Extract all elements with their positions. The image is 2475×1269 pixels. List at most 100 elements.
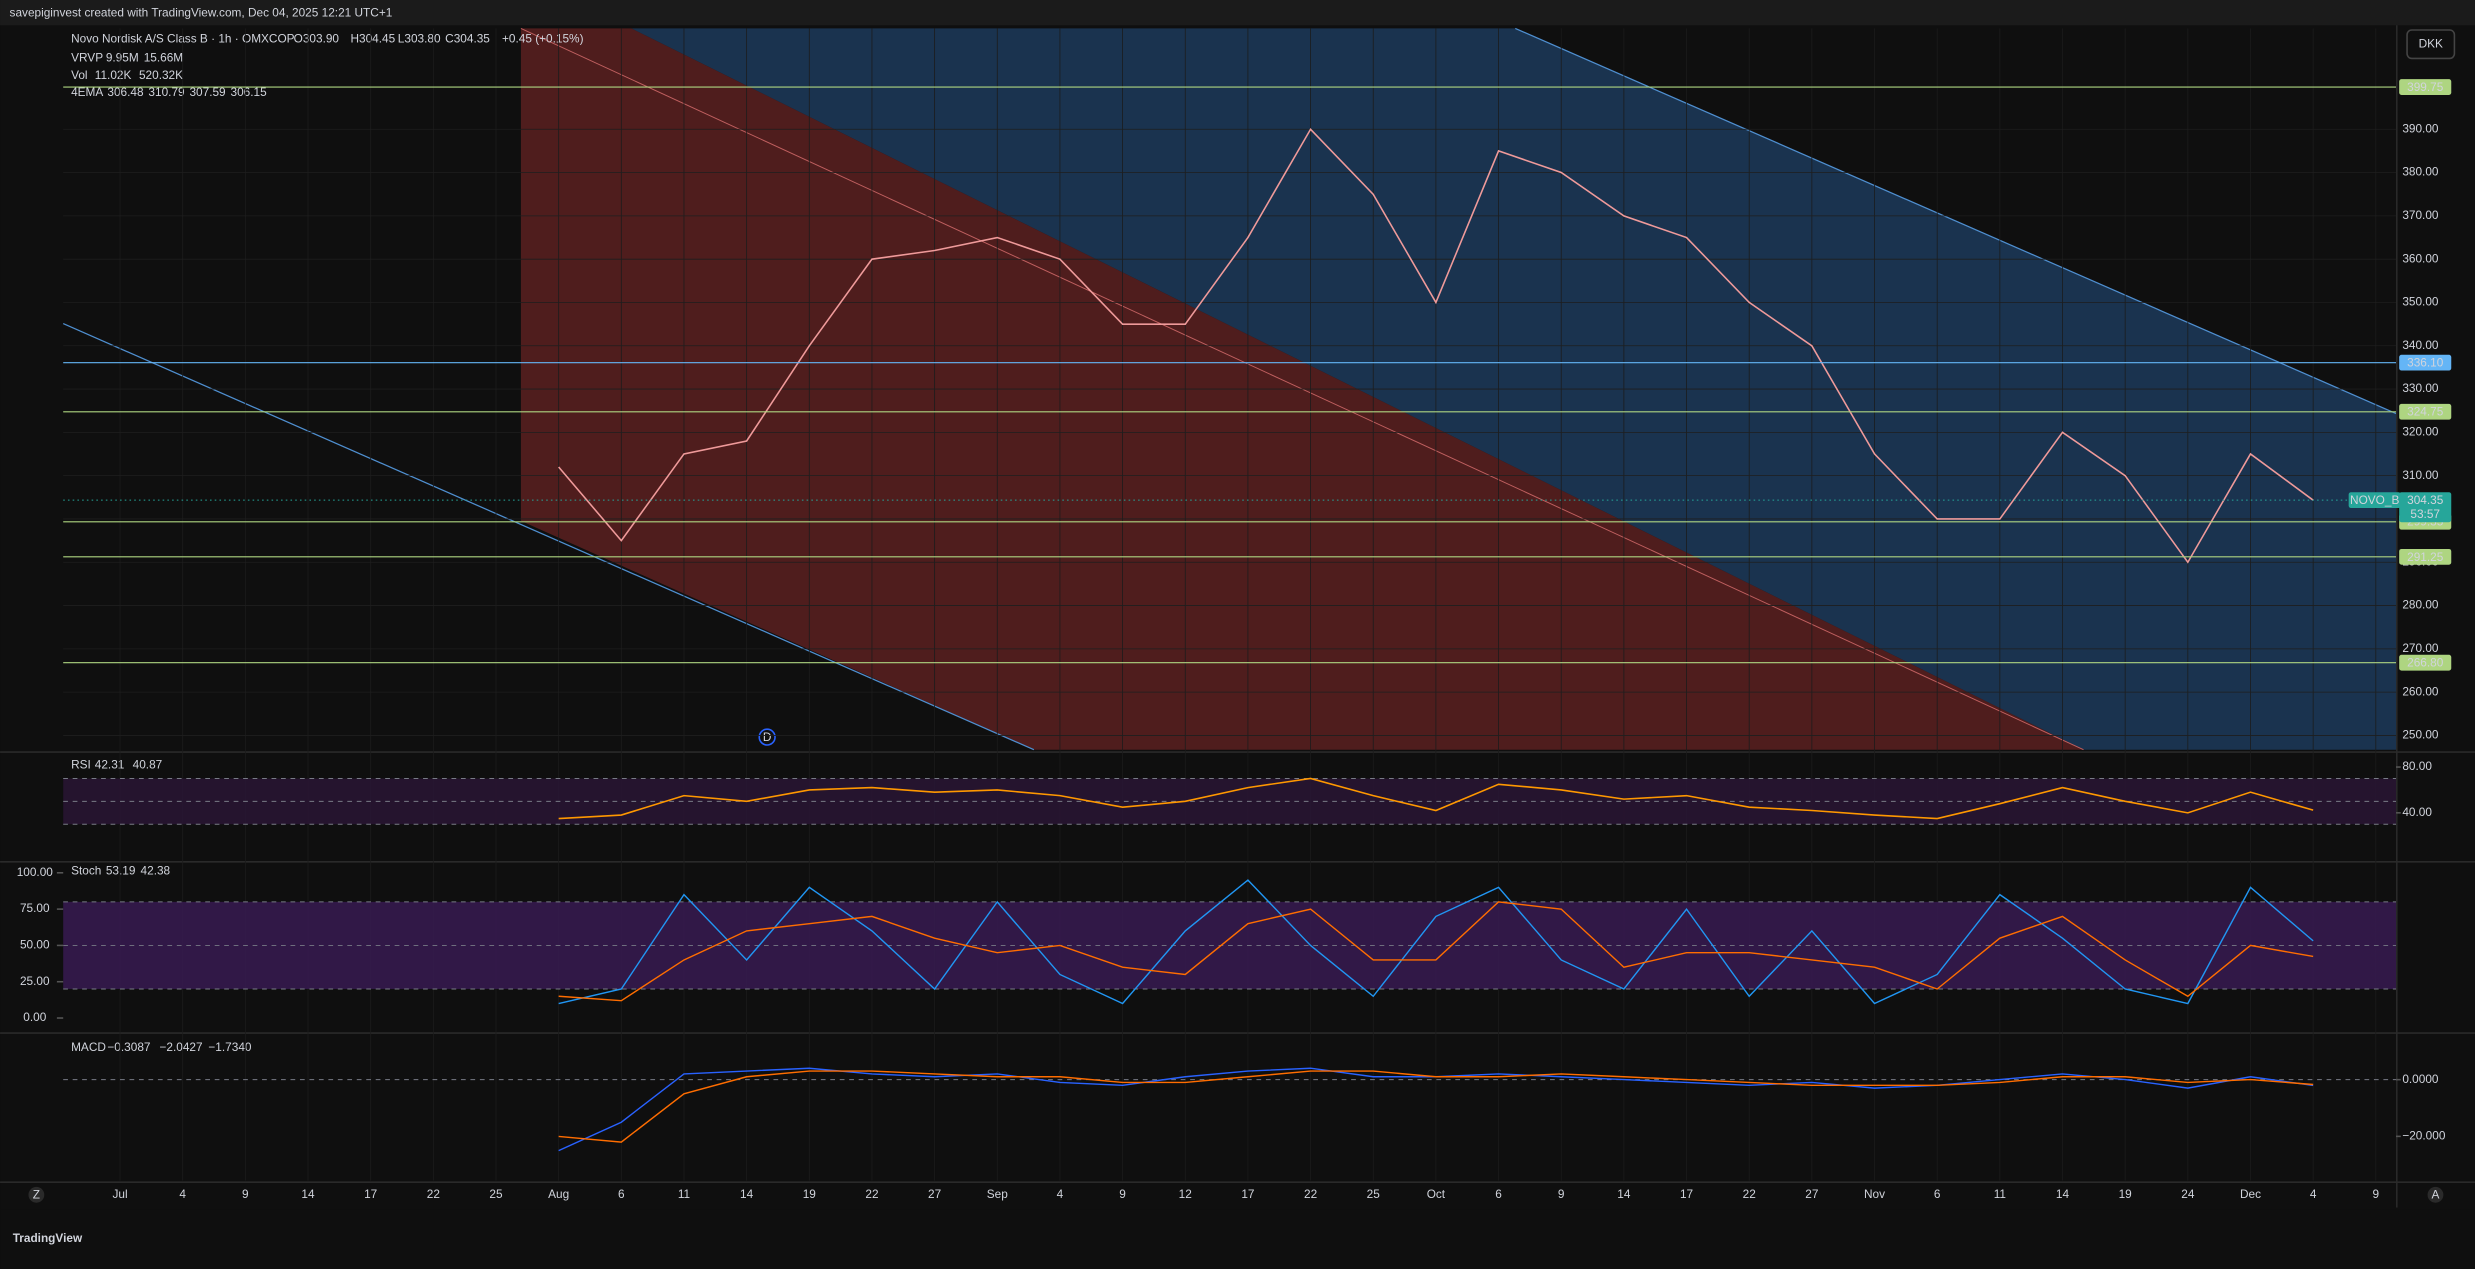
y-tick-label: 310.00 [2402,468,2439,482]
series-line [558,879,2314,1005]
x-tick-label: 6 [1934,1187,1941,1201]
change: +0.45 (+0.15%) [502,32,584,46]
x-tick-label: 12 [1179,1187,1192,1201]
level-label: 291.25 [2407,550,2444,564]
y-tick-label: 0.0000 [2402,1072,2439,1086]
y-tick-label: 320.00 [2402,424,2439,438]
legend-value: 307.59 [189,85,226,99]
x-tick-label: 19 [803,1187,817,1201]
legend-value: 42.31 [95,758,125,772]
x-tick-label: 9 [2373,1187,2380,1201]
y-tick-label: −20.000 [2402,1128,2446,1142]
x-tick-label: 22 [1304,1187,1317,1201]
level-box [2399,403,2452,420]
y-tick-label: 280.00 [2402,598,2439,612]
legend-label: Vol [71,68,87,82]
legend-value: 306.15 [231,85,268,99]
x-tick-label: Aug [548,1187,569,1201]
legend-value: 520.32K [139,68,183,82]
x-tick-label: 19 [2119,1187,2133,1201]
x-tick-label: Nov [1864,1187,1885,1201]
legend-label: 4EMA [71,85,103,99]
legend-value: 9.95M [106,51,139,65]
x-tick-label: 4 [2310,1187,2317,1201]
price-box [2399,492,2452,523]
x-tick-label: 9 [1558,1187,1565,1201]
ohlc: L303.80 [398,32,441,46]
y-tick-label: 25.00 [20,974,50,988]
x-tick-label: 17 [1241,1187,1254,1201]
y-tick-label: 100.00 [17,865,54,879]
series-line [558,901,2314,1002]
legend-value: 306.48 [107,85,144,99]
x-tick-label: 11 [678,1187,690,1201]
symbol-label: NOVO_B [2350,493,2399,507]
pane-title: MACD [71,1040,106,1054]
y-tick-label: 270.00 [2402,641,2439,655]
y-tick-label: 40.00 [2402,805,2432,819]
dividend-marker[interactable] [758,728,776,746]
y-tick-label: 0.00 [23,1010,46,1024]
y-tick-label: 75.00 [20,901,50,915]
auto-button[interactable]: A [2432,1188,2440,1202]
brand: TradingView [13,1231,83,1245]
y-tick-label: 350.00 [2402,295,2439,309]
legend-value: 11.02K [95,68,132,82]
channel-line [1515,27,2397,415]
x-tick-label: Sep [987,1187,1008,1201]
legend-value: −1.7340 [208,1040,252,1054]
x-tick-label: 14 [2056,1187,2070,1201]
legend-value: 40.87 [133,758,163,772]
last-price: 304.35 [2407,493,2444,507]
x-tick-label: 17 [1680,1187,1693,1201]
x-tick-label: 27 [928,1187,941,1201]
level-box [2399,654,2452,671]
ohlc: H304.45 [350,32,395,46]
y-tick-label: 370.00 [2402,208,2439,222]
x-tick-label: 6 [1495,1187,1502,1201]
top-bar [0,0,2475,26]
y-tick-label: 390.00 [2402,121,2439,135]
symbol-box [2348,492,2401,509]
dividend-label[interactable]: D [763,730,772,744]
countdown: 53:57 [2410,507,2440,521]
y-tick-label: 50.00 [20,938,50,952]
x-tick-label: 6 [618,1187,625,1201]
currency[interactable]: DKK [2419,36,2443,50]
y-tick-label: 250.00 [2402,728,2439,742]
series-line [558,127,2314,564]
currency-button[interactable] [2406,29,2456,60]
x-tick-label: 14 [1617,1187,1631,1201]
legend-value: −0.3087 [107,1040,150,1054]
y-tick-label: 380.00 [2402,165,2439,179]
level-label: 266.80 [2407,656,2444,670]
pane-title: RSI [71,758,91,772]
legend-value: 15.66M [144,51,183,65]
x-tick-label: 22 [865,1187,878,1201]
legend-value: 42.38 [141,863,171,877]
button[interactable] [2427,1186,2444,1203]
caption: savepiginvest created with TradingView.c… [10,6,393,20]
x-tick-label: 11 [1994,1187,2006,1201]
x-tick-label: 4 [179,1187,186,1201]
zoom-button[interactable]: Z [33,1188,40,1202]
y-tick-label: 80.00 [2402,759,2432,773]
x-tick-label: 9 [242,1187,249,1201]
level-box [2399,548,2452,565]
legend-value: 53.19 [106,863,136,877]
button[interactable] [28,1186,45,1203]
x-tick-label: Jul [112,1187,127,1201]
level-box [2399,354,2452,371]
x-tick-label: 25 [1367,1187,1381,1201]
level-label: 324.75 [2407,405,2444,419]
x-tick-label: 22 [1743,1187,1756,1201]
x-tick-label: 27 [1805,1187,1818,1201]
x-tick-label: 9 [1119,1187,1126,1201]
x-tick-label: Dec [2240,1187,2261,1201]
y-tick-label: 340.00 [2402,338,2439,352]
y-tick-label: 260.00 [2402,684,2439,698]
footer [0,1209,2475,1269]
y-tick-label: 330.00 [2402,381,2439,395]
series-line [558,777,2314,820]
